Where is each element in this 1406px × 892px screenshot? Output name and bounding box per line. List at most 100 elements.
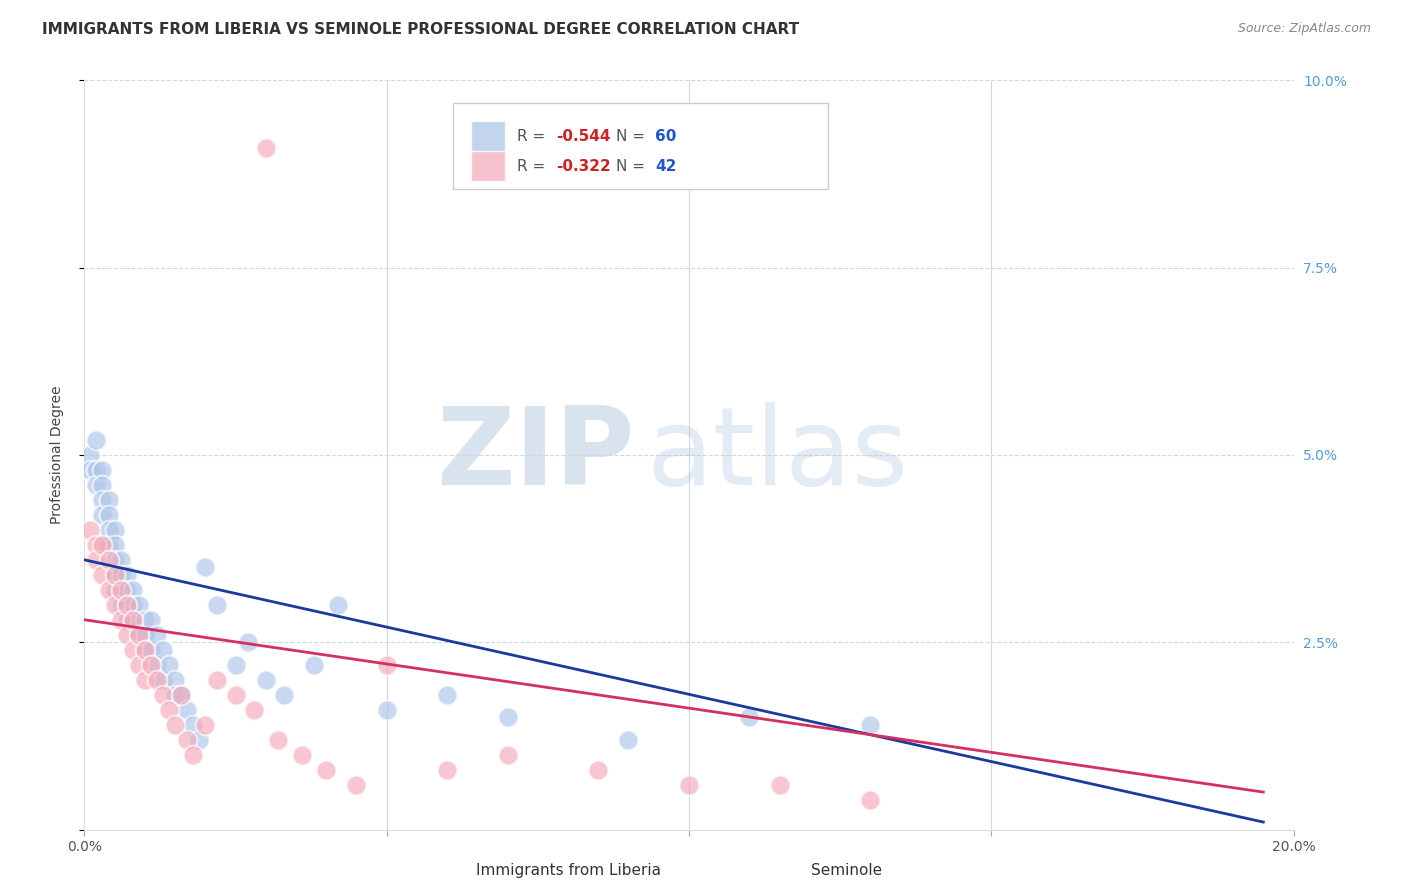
Point xyxy=(97,538,120,552)
Point xyxy=(267,732,290,747)
Point xyxy=(104,598,127,612)
Point xyxy=(134,613,156,627)
Point xyxy=(194,717,217,731)
Point xyxy=(181,747,204,762)
Point xyxy=(104,567,127,582)
Point xyxy=(115,582,138,597)
Text: 60: 60 xyxy=(655,129,676,144)
Point xyxy=(134,642,156,657)
Point xyxy=(328,598,350,612)
Point xyxy=(254,141,277,155)
Point xyxy=(165,717,187,731)
Point xyxy=(139,642,162,657)
Point xyxy=(188,732,211,747)
Point xyxy=(115,628,138,642)
Point xyxy=(110,582,132,597)
Point xyxy=(225,657,247,672)
Point xyxy=(91,567,114,582)
FancyBboxPatch shape xyxy=(453,862,489,880)
Point xyxy=(134,673,156,687)
Point xyxy=(165,688,187,702)
Point xyxy=(104,523,127,537)
FancyBboxPatch shape xyxy=(471,121,505,152)
Point xyxy=(104,538,127,552)
Point xyxy=(115,613,138,627)
Point xyxy=(110,613,132,627)
FancyBboxPatch shape xyxy=(471,152,505,181)
Point xyxy=(859,792,882,806)
Point xyxy=(110,553,132,567)
Point xyxy=(738,710,761,724)
Text: ZIP: ZIP xyxy=(436,402,634,508)
Y-axis label: Professional Degree: Professional Degree xyxy=(49,385,63,524)
Point xyxy=(157,657,180,672)
Point xyxy=(496,710,519,724)
Point xyxy=(436,763,458,777)
Point xyxy=(110,598,132,612)
Point xyxy=(146,628,169,642)
Point xyxy=(302,657,325,672)
Point xyxy=(152,673,174,687)
Point xyxy=(242,703,264,717)
Point xyxy=(146,657,169,672)
Point xyxy=(152,688,174,702)
Point xyxy=(97,523,120,537)
Point xyxy=(139,657,162,672)
Text: N =: N = xyxy=(616,129,650,144)
Point xyxy=(128,657,150,672)
Point xyxy=(121,598,143,612)
Point xyxy=(79,448,101,462)
Point xyxy=(588,763,610,777)
Text: Source: ZipAtlas.com: Source: ZipAtlas.com xyxy=(1237,22,1371,36)
Point xyxy=(104,553,127,567)
Text: -0.322: -0.322 xyxy=(555,159,610,174)
Point xyxy=(91,508,114,522)
Point xyxy=(170,688,193,702)
Point xyxy=(375,657,398,672)
Point xyxy=(346,778,368,792)
Point xyxy=(436,688,458,702)
Text: R =: R = xyxy=(517,129,550,144)
Point xyxy=(97,582,120,597)
Point xyxy=(165,673,187,687)
Point xyxy=(97,508,120,522)
Point xyxy=(128,598,150,612)
Point xyxy=(115,598,138,612)
Text: N =: N = xyxy=(616,159,650,174)
Point xyxy=(91,492,114,507)
Point xyxy=(79,523,101,537)
Point xyxy=(176,732,198,747)
Point xyxy=(104,567,127,582)
Point xyxy=(496,747,519,762)
Point xyxy=(91,463,114,477)
FancyBboxPatch shape xyxy=(453,103,828,189)
Point xyxy=(121,642,143,657)
Point xyxy=(273,688,295,702)
Point xyxy=(79,463,101,477)
Text: atlas: atlas xyxy=(647,402,908,508)
Point xyxy=(194,560,217,574)
Point xyxy=(86,463,108,477)
Point xyxy=(110,567,132,582)
Point xyxy=(86,433,108,447)
Point xyxy=(617,732,640,747)
Point xyxy=(91,538,114,552)
Point xyxy=(115,598,138,612)
Point xyxy=(254,673,277,687)
Point xyxy=(104,582,127,597)
Point xyxy=(152,642,174,657)
Point xyxy=(91,478,114,492)
FancyBboxPatch shape xyxy=(744,862,780,880)
Point xyxy=(207,673,229,687)
Point xyxy=(121,613,143,627)
Text: IMMIGRANTS FROM LIBERIA VS SEMINOLE PROFESSIONAL DEGREE CORRELATION CHART: IMMIGRANTS FROM LIBERIA VS SEMINOLE PROF… xyxy=(42,22,799,37)
Point xyxy=(207,598,229,612)
Point xyxy=(86,553,108,567)
Point xyxy=(170,688,193,702)
Point xyxy=(121,582,143,597)
Text: Immigrants from Liberia: Immigrants from Liberia xyxy=(475,863,661,879)
Point xyxy=(678,778,700,792)
Point xyxy=(134,642,156,657)
Point xyxy=(291,747,314,762)
Point xyxy=(859,717,882,731)
